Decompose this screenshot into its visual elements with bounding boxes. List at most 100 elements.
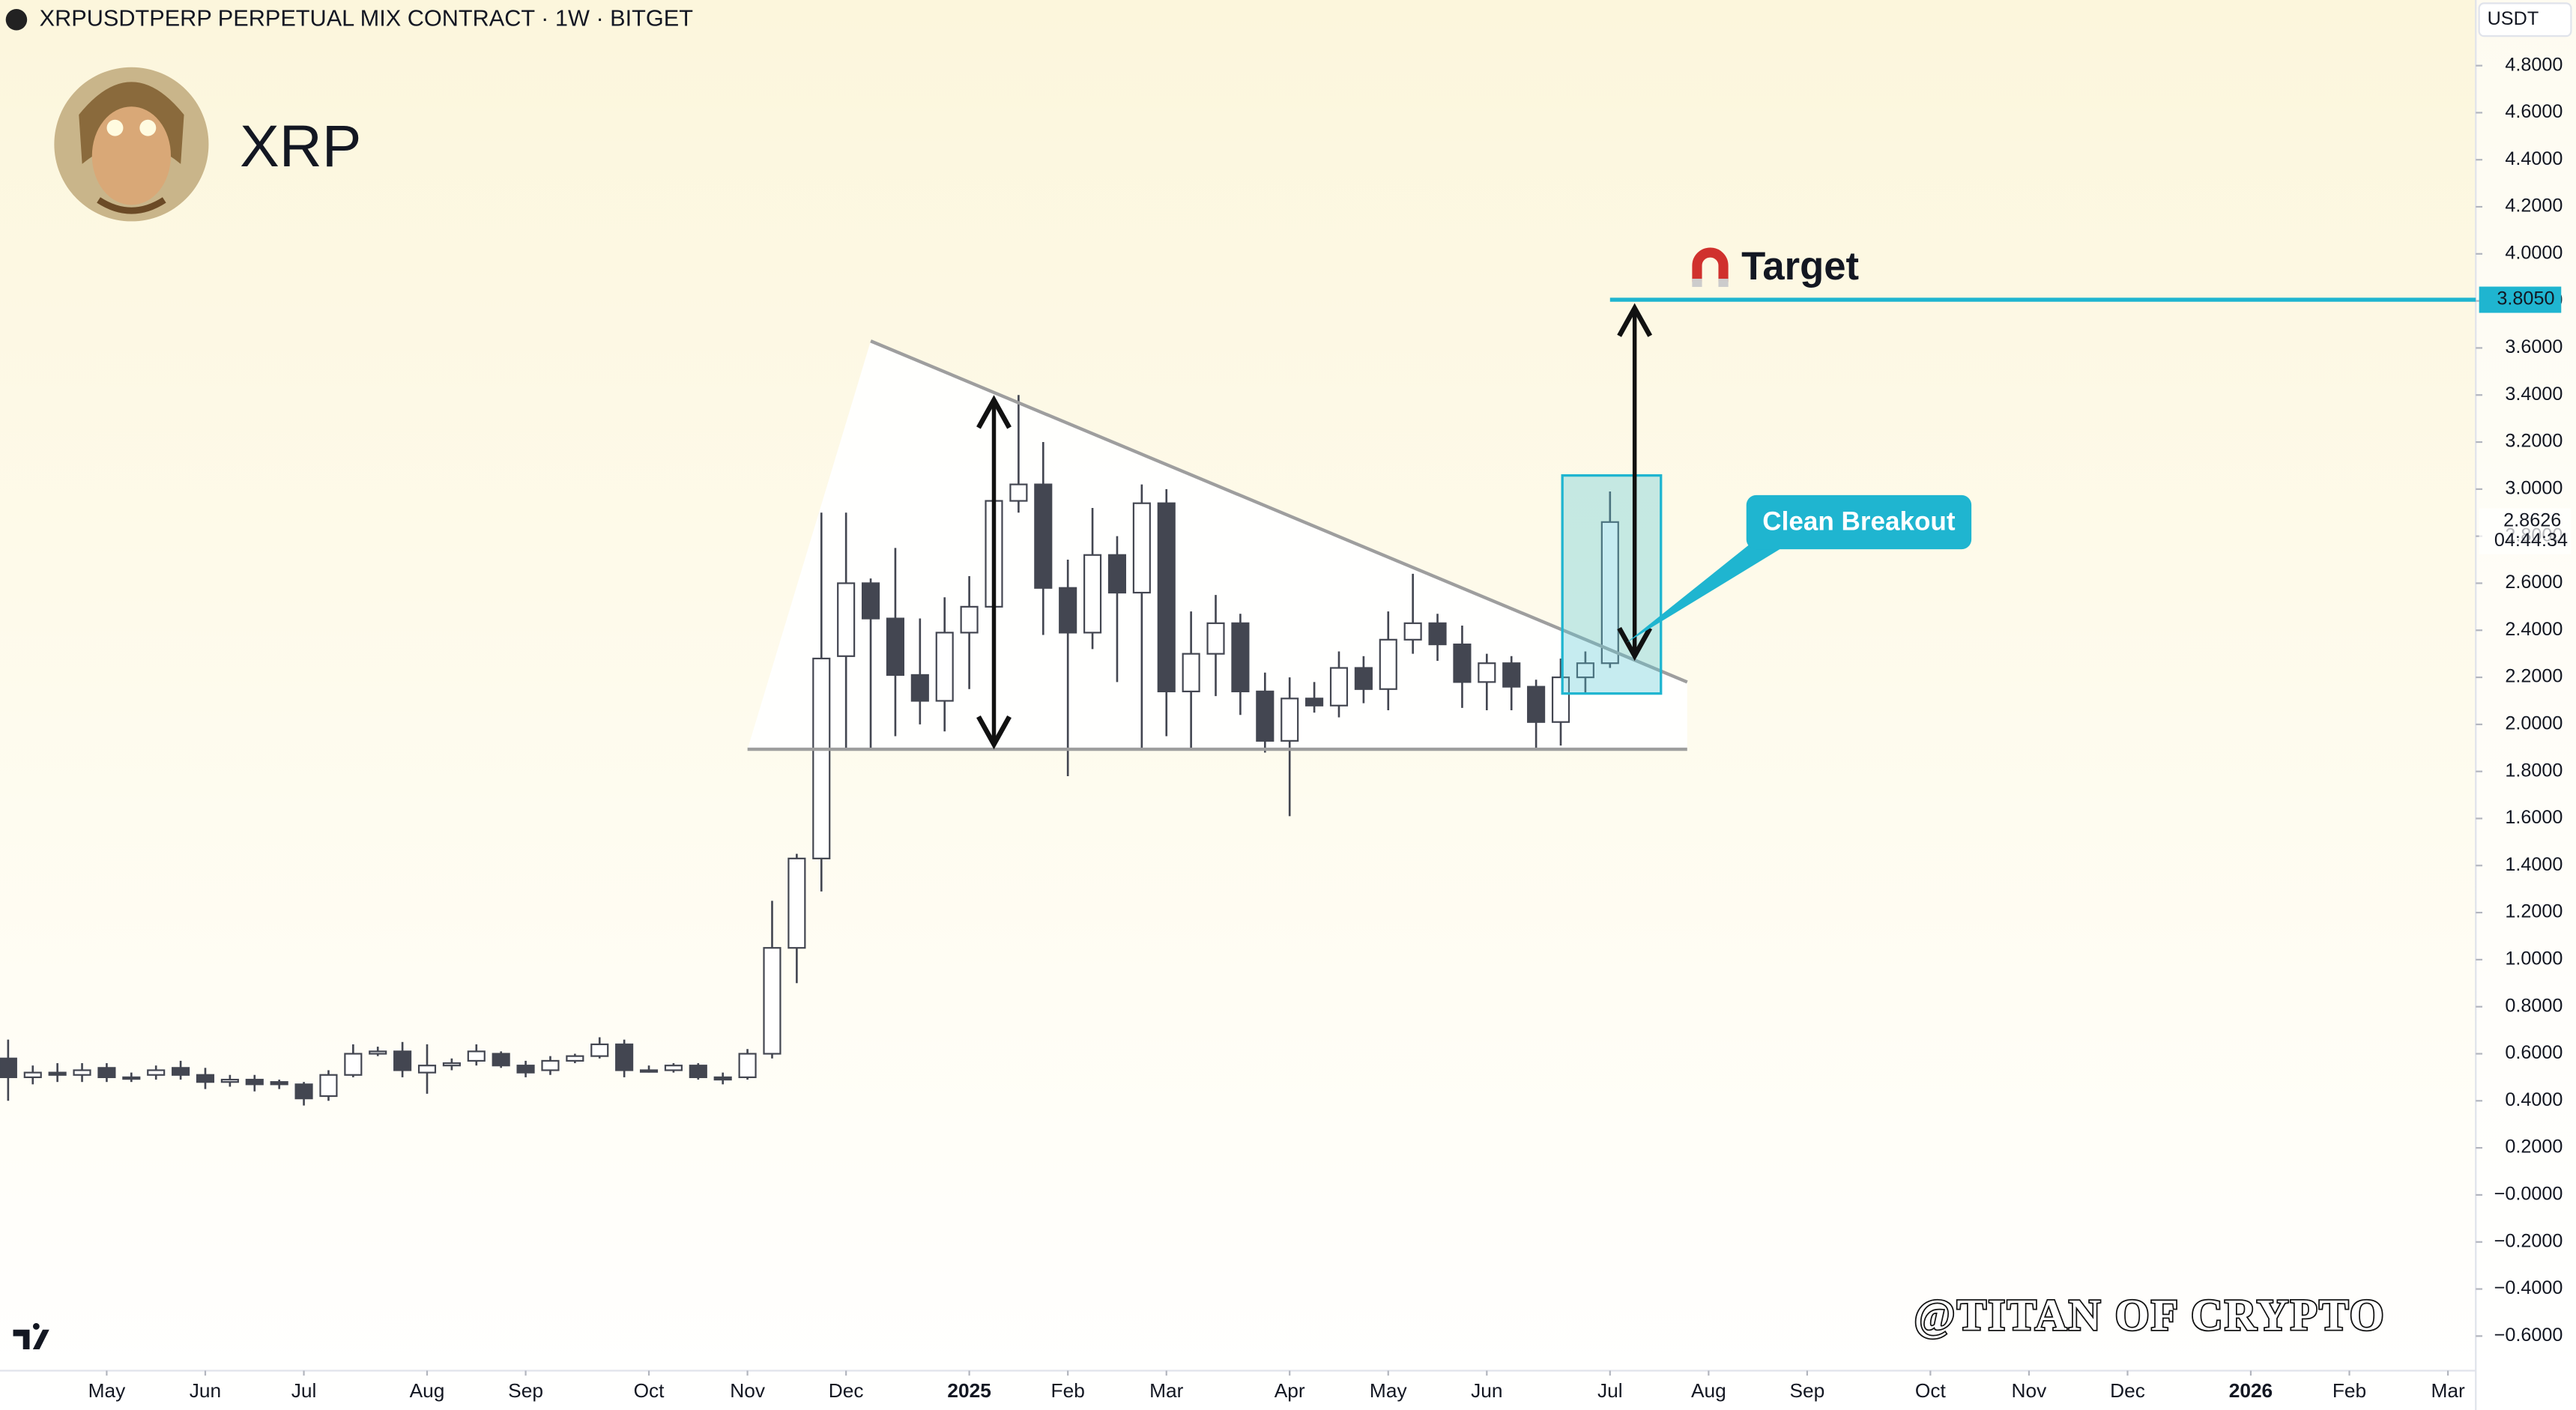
x-tick-label: Mar — [2431, 1379, 2465, 1402]
x-tick-label: Feb — [1051, 1379, 1085, 1402]
x-tick-label: Feb — [2332, 1379, 2366, 1402]
candle-body — [1059, 587, 1077, 634]
x-tick-label: Nov — [730, 1379, 766, 1402]
candle-body — [1132, 502, 1151, 594]
x-tick-label: Aug — [410, 1379, 445, 1402]
avatar — [54, 67, 209, 222]
candle-body — [1453, 644, 1472, 683]
candle-body — [935, 632, 954, 702]
y-tick-label: 1.6000 — [2505, 807, 2563, 828]
y-tick-label: 2.4000 — [2505, 619, 2563, 640]
candle-body — [516, 1065, 535, 1074]
candle-body — [294, 1083, 313, 1100]
candle-body — [1083, 554, 1102, 634]
candle-body — [369, 1050, 387, 1055]
candle-body — [1206, 622, 1225, 655]
candle-body — [1502, 662, 1521, 688]
target-price-tag — [2479, 286, 2562, 313]
candle-body — [590, 1043, 609, 1057]
x-tick-label: Jul — [1597, 1379, 1623, 1402]
x-tick-label: Oct — [1915, 1379, 1947, 1402]
candle-body — [1551, 676, 1570, 723]
y-tick-label: 2.6000 — [2505, 572, 2563, 593]
candle-body — [1256, 690, 1275, 742]
candle-body — [23, 1071, 42, 1078]
candle-body — [270, 1081, 288, 1086]
candle-body — [763, 947, 781, 1055]
candle-body — [73, 1069, 91, 1076]
candle-body — [738, 1053, 757, 1078]
candle-body — [1329, 667, 1349, 706]
candle-body — [1354, 667, 1373, 690]
watermark: @TITAN OF CRYPTO — [1914, 1290, 2386, 1340]
candle-body — [1403, 622, 1422, 641]
x-tick-label: Apr — [1275, 1379, 1305, 1402]
y-tick-label: −0.6000 — [2494, 1325, 2563, 1346]
candle-body — [1379, 638, 1397, 690]
candle-body — [1428, 622, 1447, 646]
candle-body — [1478, 662, 1496, 683]
y-tick-label: 0.8000 — [2505, 995, 2563, 1016]
y-tick-label: 3.2000 — [2505, 431, 2563, 452]
x-tick-label: May — [1370, 1379, 1408, 1402]
candle-body — [837, 582, 856, 657]
y-tick-label: 0.6000 — [2505, 1042, 2563, 1063]
x-tick-label: Nov — [2012, 1379, 2048, 1402]
target-price-label: 3.8050 — [2497, 288, 2554, 309]
candle-body — [1034, 483, 1053, 589]
x-tick-label: 2026 — [2229, 1379, 2273, 1402]
symbol-title: XRPUSDTPERP PERPETUAL MIX CONTRACT · 1W … — [40, 5, 694, 31]
candle-body — [1231, 622, 1250, 692]
y-tick-label: −0.0000 — [2494, 1184, 2563, 1205]
candle-body — [344, 1053, 363, 1076]
candle-body — [639, 1069, 659, 1073]
x-tick-label: Dec — [2110, 1379, 2145, 1402]
candle-body — [566, 1055, 584, 1062]
currency-button[interactable] — [2478, 2, 2572, 37]
target-label: Target — [1741, 244, 1859, 288]
candle-body — [245, 1078, 264, 1086]
currency-label[interactable]: USDT — [2488, 8, 2539, 29]
y-tick-label: 0.2000 — [2505, 1137, 2563, 1158]
candle-body — [0, 1057, 17, 1078]
price-axis-panel — [2476, 0, 2576, 1410]
candle-body — [1305, 698, 1324, 706]
asset-name: XRP — [240, 113, 361, 179]
tradingview-logo — [13, 1323, 49, 1350]
x-tick-label: Sep — [1790, 1379, 1825, 1402]
breakout-highlight — [1561, 473, 1663, 695]
y-tick-label: 1.2000 — [2505, 901, 2563, 922]
y-tick-label: 4.4000 — [2505, 148, 2563, 169]
y-tick-label: −0.2000 — [2494, 1230, 2563, 1251]
candle-body — [664, 1065, 683, 1071]
candle-body — [1157, 502, 1176, 692]
candle-body — [147, 1069, 166, 1076]
candle-body — [172, 1067, 190, 1076]
y-tick-label: 4.6000 — [2505, 101, 2563, 122]
magnet-icon — [1692, 247, 1729, 287]
y-tick-label: 4.8000 — [2505, 54, 2563, 75]
candle-body — [812, 657, 831, 859]
bar-countdown: 04:44:34 — [2494, 530, 2568, 551]
callout-text: Clean Breakout — [1762, 506, 1956, 536]
candle-body — [417, 1065, 437, 1074]
y-tick-label: 4.2000 — [2505, 196, 2563, 217]
x-tick-label: Aug — [1691, 1379, 1726, 1402]
candle-body — [1009, 483, 1028, 502]
candle-body — [1576, 662, 1594, 679]
last-price-tag — [2479, 508, 2572, 554]
x-tick-label: Oct — [634, 1379, 665, 1402]
candle-body — [393, 1050, 412, 1071]
y-tick-label: 1.4000 — [2505, 854, 2563, 875]
candle-body — [615, 1043, 634, 1071]
exchange-icon — [5, 9, 28, 31]
candle-body — [689, 1065, 707, 1078]
x-tick-label: Jun — [1471, 1379, 1502, 1402]
x-tick-label: Mar — [1149, 1379, 1184, 1402]
x-tick-label: Jun — [190, 1379, 221, 1402]
candle-body — [960, 605, 979, 634]
candle-body — [1281, 698, 1299, 742]
candle-body — [1527, 686, 1546, 723]
y-tick-label: 4.0000 — [2505, 242, 2563, 263]
